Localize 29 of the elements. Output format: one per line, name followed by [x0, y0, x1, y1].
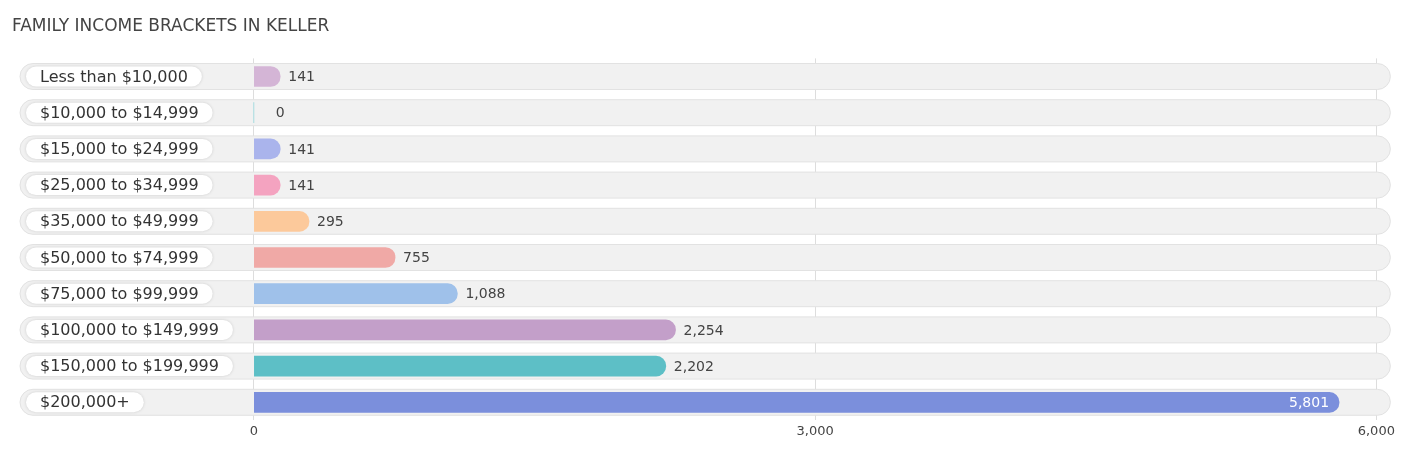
y-tick-label: $150,000 to $199,999	[40, 356, 219, 376]
y-tick-label: Less than $10,000	[40, 66, 188, 86]
bar	[254, 210, 310, 232]
data-label: 755	[403, 249, 430, 266]
data-label: 5,801	[1289, 393, 1330, 410]
y-tick-label: $10,000 to $14,999	[40, 102, 199, 122]
bar	[254, 283, 458, 305]
data-label: 2,254	[683, 321, 724, 338]
y-tick-label: $100,000 to $149,999	[40, 320, 219, 340]
y-tick-label: $200,000+	[40, 392, 130, 412]
data-label: 0	[275, 104, 285, 121]
data-label: 141	[288, 140, 315, 157]
x-tick-label: 0	[249, 422, 258, 438]
data-label: 141	[288, 176, 315, 193]
data-label: 295	[317, 212, 344, 229]
y-tick-label: $35,000 to $49,999	[40, 211, 199, 231]
x-tick-label: 6,000	[1357, 422, 1395, 438]
y-tick-label: $15,000 to $24,999	[40, 139, 199, 159]
bar	[254, 247, 396, 268]
data-label: 141	[288, 68, 315, 85]
chart-title: FAMILY INCOME BRACKETS IN KELLER	[12, 14, 330, 35]
y-tick-label: $75,000 to $99,999	[40, 283, 199, 303]
y-tick-label: $25,000 to $34,999	[40, 175, 199, 195]
bar	[254, 355, 667, 377]
y-tick-label: $50,000 to $74,999	[40, 247, 199, 267]
data-label: 1,088	[465, 285, 506, 302]
bar	[254, 319, 676, 341]
x-tick-label: 3,000	[796, 422, 834, 438]
data-label: 2,202	[673, 357, 714, 374]
